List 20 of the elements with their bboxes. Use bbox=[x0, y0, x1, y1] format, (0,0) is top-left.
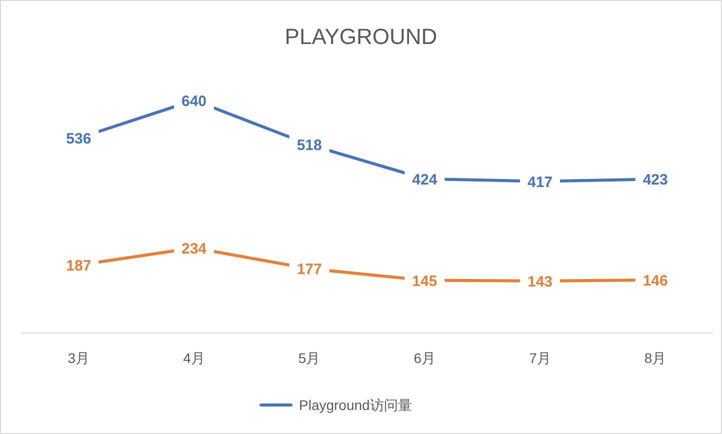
data-label: 423 bbox=[642, 172, 668, 189]
x-tick-label: 3月 bbox=[68, 350, 90, 366]
data-label: 177 bbox=[296, 261, 322, 278]
data-label: 143 bbox=[527, 274, 553, 290]
legend-label: Playground访问量 bbox=[299, 397, 412, 413]
x-tick-label: 4月 bbox=[183, 350, 205, 366]
x-tick-label: 5月 bbox=[298, 350, 320, 366]
x-tick-label: 8月 bbox=[644, 350, 666, 366]
x-tick-label: 7月 bbox=[529, 350, 551, 366]
chart-title: PLAYGROUND bbox=[284, 24, 438, 49]
data-label: 536 bbox=[66, 130, 92, 148]
data-label: 424 bbox=[412, 171, 438, 188]
data-label: 187 bbox=[66, 258, 92, 274]
data-label: 145 bbox=[412, 272, 438, 290]
data-label: 417 bbox=[527, 174, 553, 191]
data-label: 146 bbox=[642, 272, 668, 290]
data-label: 518 bbox=[296, 137, 322, 154]
data-label: 640 bbox=[181, 92, 207, 110]
data-label: 234 bbox=[181, 240, 208, 258]
x-tick-label: 6月 bbox=[414, 350, 436, 366]
